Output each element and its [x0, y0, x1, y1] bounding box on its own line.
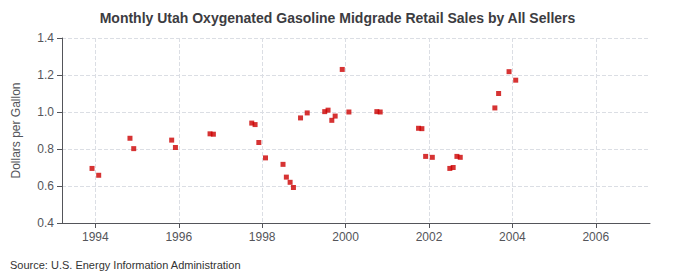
- svg-text:2004: 2004: [499, 230, 526, 244]
- svg-text:1994: 1994: [82, 230, 109, 244]
- svg-text:0.4: 0.4: [37, 216, 54, 230]
- svg-text:2006: 2006: [582, 230, 609, 244]
- svg-text:Source: U.S. Energy Informatio: Source: U.S. Energy Information Administ…: [10, 259, 241, 271]
- svg-text:2000: 2000: [332, 230, 359, 244]
- svg-text:1996: 1996: [165, 230, 192, 244]
- svg-text:Monthly Utah Oxygenated Gasoli: Monthly Utah Oxygenated Gasoline Midgrad…: [100, 10, 576, 26]
- svg-text:1.0: 1.0: [37, 105, 54, 119]
- svg-text:Dollars per Gallon: Dollars per Gallon: [9, 82, 23, 178]
- svg-text:0.8: 0.8: [37, 142, 54, 156]
- svg-text:2002: 2002: [416, 230, 443, 244]
- svg-text:1.4: 1.4: [37, 31, 54, 45]
- svg-text:0.6: 0.6: [37, 179, 54, 193]
- svg-text:1998: 1998: [249, 230, 276, 244]
- svg-text:1.2: 1.2: [37, 68, 54, 82]
